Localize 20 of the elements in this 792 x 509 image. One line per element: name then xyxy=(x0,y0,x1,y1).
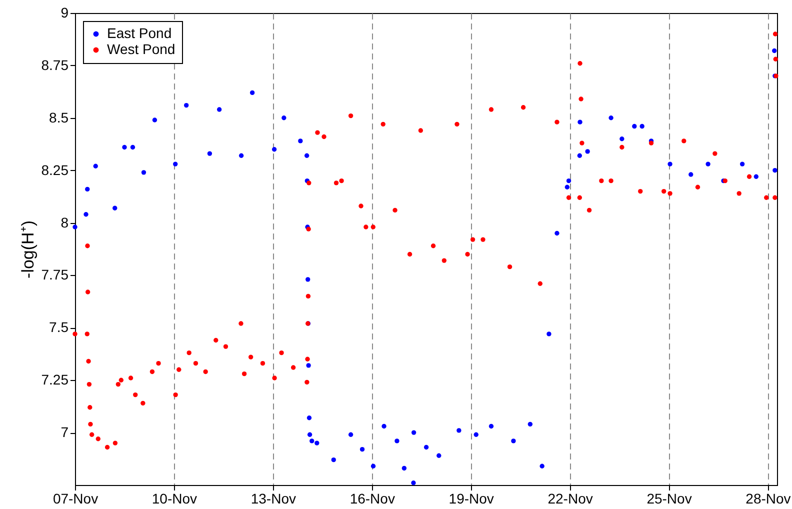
y-tick-label: 7.25 xyxy=(41,372,69,388)
y-axis-title: -log(H⁺) xyxy=(18,220,38,278)
y-tick-label: 7 xyxy=(60,424,69,440)
x-tick-label: 25-Nov xyxy=(646,490,692,506)
x-tick-label: 07-Nov xyxy=(52,490,98,506)
x-tick-label: 10-Nov xyxy=(152,490,198,506)
x-tick-label: 13-Nov xyxy=(250,490,296,506)
y-tick-label: 7.75 xyxy=(41,266,69,283)
x-tick-label: 19-Nov xyxy=(448,490,494,506)
y-tick-label: 8 xyxy=(60,214,69,230)
x-tick-label: 22-Nov xyxy=(548,490,593,506)
x-tick-label: 28-Nov xyxy=(746,490,791,506)
y-tick-label: 9 xyxy=(60,4,69,20)
y-tick-label: 7.5 xyxy=(49,319,69,336)
x-tick-label: 16-Nov xyxy=(350,490,395,506)
y-tick-label: 8.25 xyxy=(41,162,69,178)
y-tick-label: 8.5 xyxy=(49,109,69,126)
legend-label: East Pond xyxy=(107,25,172,41)
legend-label: West Pond xyxy=(107,41,176,57)
y-tick-label: 8.75 xyxy=(41,56,69,73)
